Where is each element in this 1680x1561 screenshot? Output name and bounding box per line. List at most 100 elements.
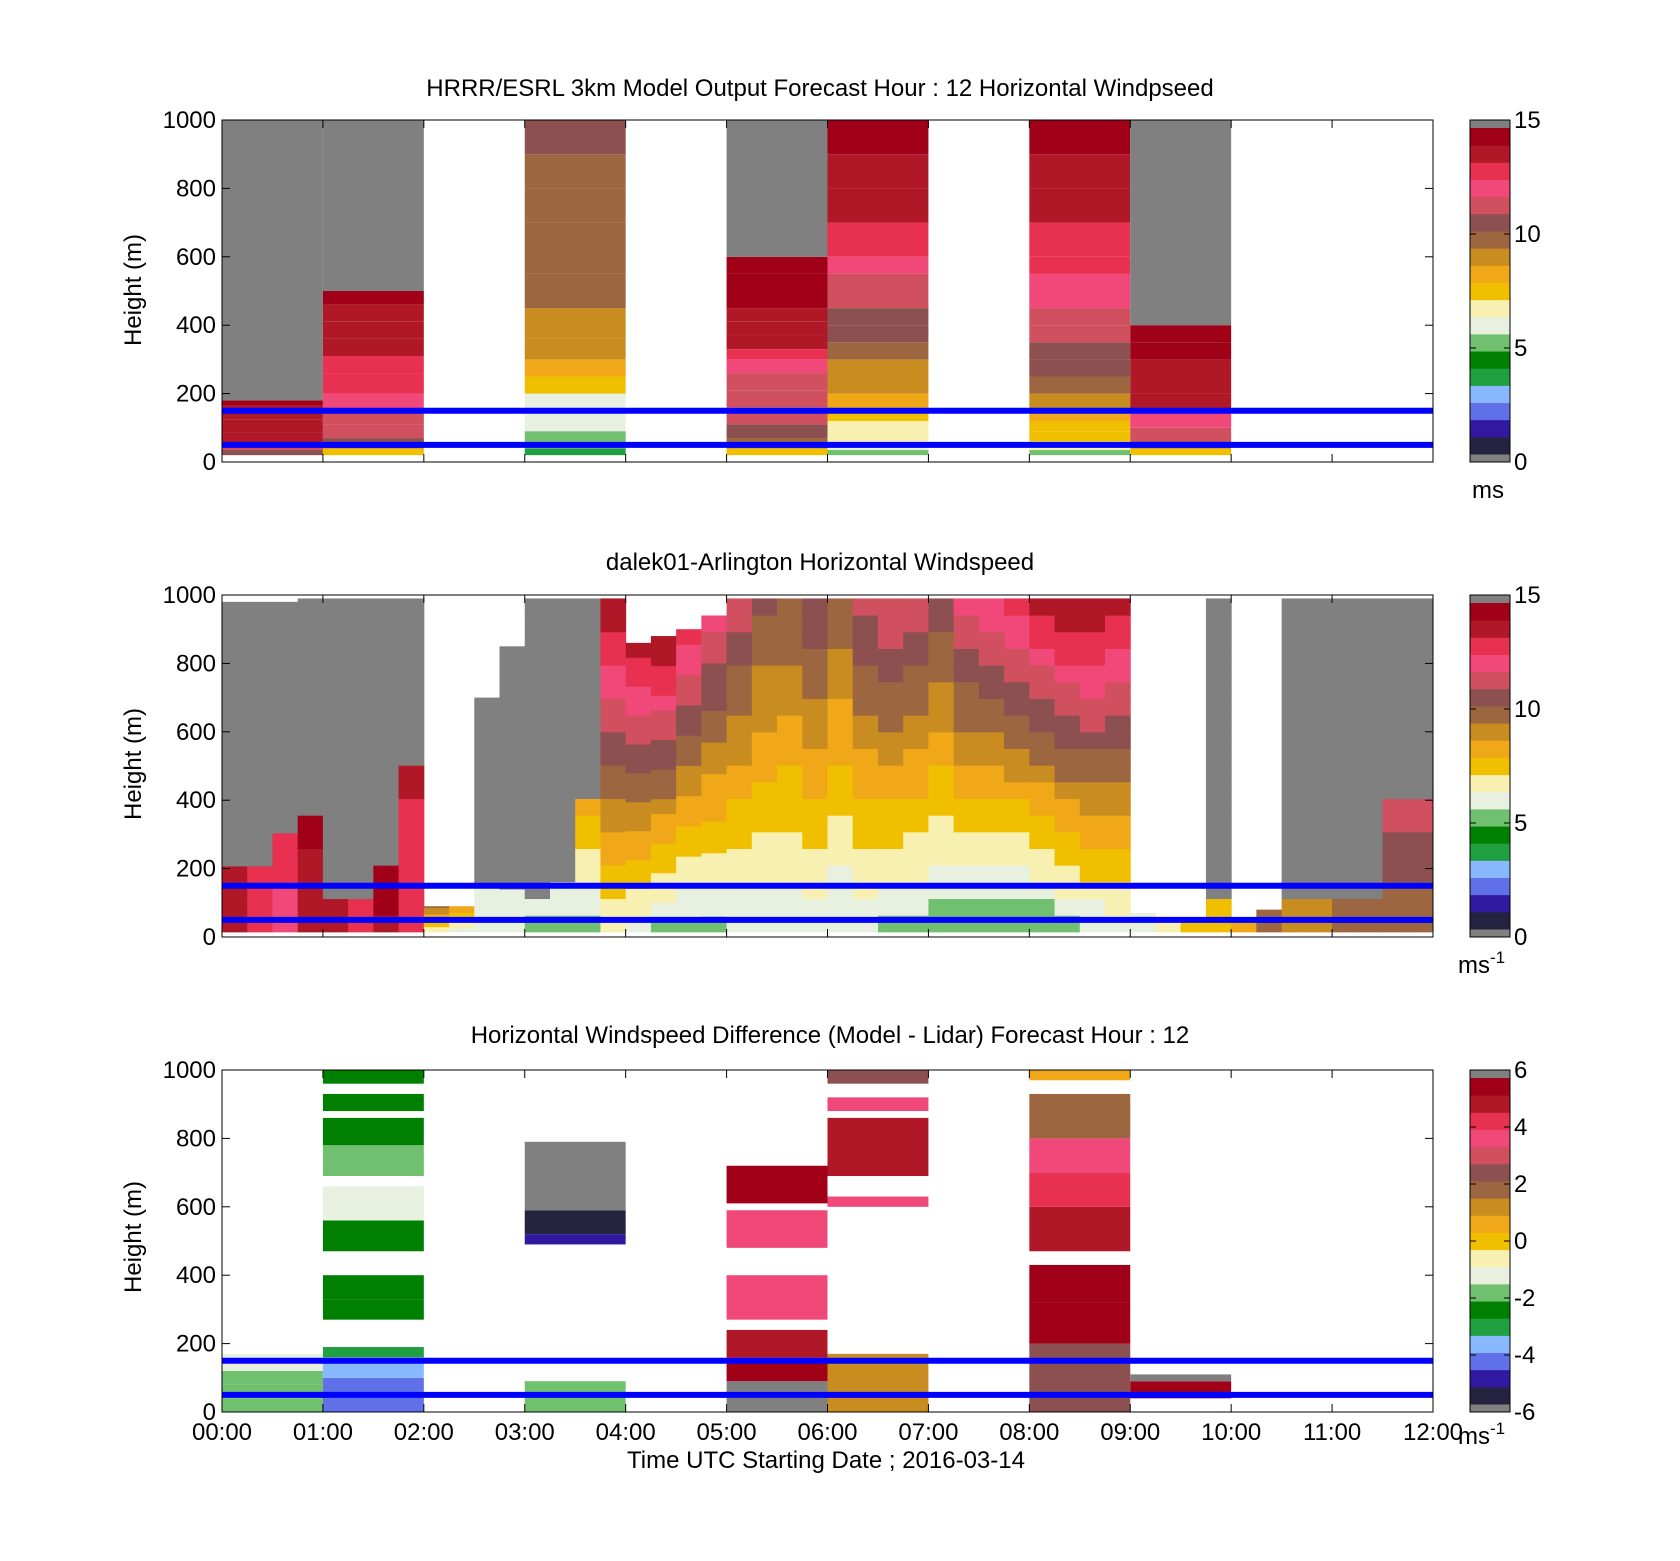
heatmap-cell bbox=[1205, 781, 1232, 799]
heatmap-cell bbox=[499, 731, 526, 747]
heatmap-cell bbox=[1180, 928, 1207, 930]
heatmap-cell bbox=[650, 783, 677, 800]
heatmap-cell bbox=[1029, 748, 1056, 766]
heatmap-cell bbox=[1079, 865, 1106, 883]
heatmap-cell bbox=[802, 815, 828, 833]
heatmap-cell bbox=[877, 731, 904, 749]
heatmap-cell bbox=[1382, 865, 1409, 883]
colorbar-tick-label: -6 bbox=[1514, 1399, 1535, 1426]
colorbar-segment bbox=[1470, 248, 1510, 266]
heatmap-cell bbox=[903, 731, 929, 749]
heatmap-cell bbox=[953, 848, 980, 866]
heatmap-cell bbox=[1281, 898, 1308, 916]
heatmap-cell bbox=[650, 902, 677, 918]
heatmap-cell bbox=[827, 698, 854, 716]
heatmap-cell bbox=[726, 349, 828, 360]
heatmap-cell bbox=[1029, 1070, 1131, 1081]
colorbar-segment bbox=[1470, 179, 1510, 198]
colorbar-segment bbox=[1470, 1078, 1510, 1096]
heatmap-cell bbox=[1281, 598, 1308, 616]
heatmap-cell bbox=[549, 698, 576, 716]
heatmap-cell bbox=[423, 930, 450, 933]
heatmap-cell bbox=[222, 1353, 323, 1361]
heatmap-cell bbox=[1155, 925, 1182, 927]
heatmap-cell bbox=[524, 598, 551, 616]
heatmap-cell bbox=[1004, 781, 1030, 799]
heatmap-cell bbox=[1029, 431, 1131, 442]
heatmap-cell bbox=[1332, 848, 1358, 866]
heatmap-cell bbox=[625, 845, 652, 861]
heatmap-cell bbox=[1105, 631, 1131, 649]
heatmap-cell bbox=[802, 848, 828, 866]
colorbar-segment bbox=[1470, 120, 1510, 128]
heatmap-cell bbox=[474, 861, 501, 874]
lidar-windspeed-panel: dalek01-Arlington Horizontal Windspeed H… bbox=[120, 549, 1541, 979]
x-tick-label: 05:00 bbox=[697, 1419, 757, 1446]
heatmap-cell bbox=[625, 657, 652, 673]
heatmap-cell bbox=[1306, 698, 1333, 716]
heatmap-cell bbox=[1130, 120, 1232, 326]
colorbar-segment bbox=[1470, 791, 1510, 810]
colorbar-tick-label: 10 bbox=[1514, 221, 1541, 248]
heatmap-cell bbox=[625, 686, 652, 702]
heatmap-cell bbox=[1205, 748, 1232, 766]
heatmap-cell bbox=[827, 188, 929, 223]
heatmap-cell bbox=[1029, 154, 1131, 189]
heatmap-cell bbox=[524, 765, 551, 783]
heatmap-cell bbox=[575, 598, 601, 616]
heatmap-cell bbox=[1256, 912, 1283, 915]
heatmap-cell bbox=[1029, 815, 1056, 833]
heatmap-cell bbox=[777, 615, 803, 633]
heatmap-cell bbox=[549, 765, 576, 783]
heatmap-cell bbox=[1281, 848, 1308, 866]
heatmap-cell bbox=[701, 773, 728, 791]
heatmap-cell bbox=[1231, 922, 1257, 924]
heatmap-cell bbox=[827, 781, 854, 799]
heatmap-cell bbox=[650, 828, 677, 844]
heatmap-cell bbox=[827, 1196, 929, 1207]
heatmap-cell bbox=[1332, 698, 1358, 716]
heatmap-cell bbox=[348, 765, 374, 783]
heatmap-cell bbox=[827, 222, 929, 257]
heatmap-cell bbox=[1407, 781, 1434, 799]
heatmap-cell bbox=[1029, 273, 1131, 291]
heatmap-cell bbox=[524, 798, 551, 816]
heatmap-cell bbox=[373, 648, 400, 666]
heatmap-cell bbox=[373, 631, 400, 649]
heatmap-cell bbox=[1205, 765, 1232, 783]
heatmap-cell bbox=[600, 748, 627, 766]
heatmap-cell bbox=[903, 848, 929, 866]
heatmap-cell bbox=[726, 1329, 828, 1358]
heatmap-cell bbox=[1281, 698, 1308, 716]
heatmap-cell bbox=[650, 887, 677, 903]
heatmap-cell bbox=[777, 765, 803, 783]
heatmap-cell bbox=[751, 631, 778, 649]
heatmap-cell bbox=[297, 848, 324, 866]
heatmap-cell bbox=[701, 742, 728, 759]
heatmap-cell bbox=[827, 1117, 929, 1177]
heatmap-cell bbox=[726, 256, 828, 274]
colorbar-segment bbox=[1470, 894, 1510, 913]
heatmap-cell bbox=[903, 798, 929, 816]
heatmap-cell bbox=[348, 815, 374, 833]
heatmap-cell bbox=[474, 744, 501, 757]
heatmap-cell bbox=[423, 911, 450, 914]
heatmap-cell bbox=[877, 898, 904, 916]
heatmap-cell bbox=[297, 681, 324, 699]
heatmap-cell bbox=[549, 715, 576, 733]
heatmap-cell bbox=[524, 414, 626, 432]
heatmap-cell bbox=[1281, 665, 1308, 683]
x-axis-label: Time UTC Starting Date ; 2016-03-14 bbox=[627, 1447, 1025, 1474]
colorbar-segment bbox=[1470, 1198, 1510, 1216]
heatmap-cell bbox=[852, 715, 879, 733]
heatmap-cell bbox=[1155, 928, 1182, 930]
colorbar-segment bbox=[1470, 299, 1510, 318]
heatmap-cell bbox=[802, 631, 828, 649]
heatmap-cell bbox=[322, 120, 424, 291]
heatmap-cell bbox=[600, 665, 627, 683]
heatmap-cell bbox=[625, 902, 652, 918]
heatmap-cell bbox=[802, 865, 828, 883]
heatmap-cell bbox=[827, 376, 929, 394]
heatmap-cell bbox=[877, 715, 904, 733]
colorbar-segment bbox=[1470, 1129, 1510, 1148]
